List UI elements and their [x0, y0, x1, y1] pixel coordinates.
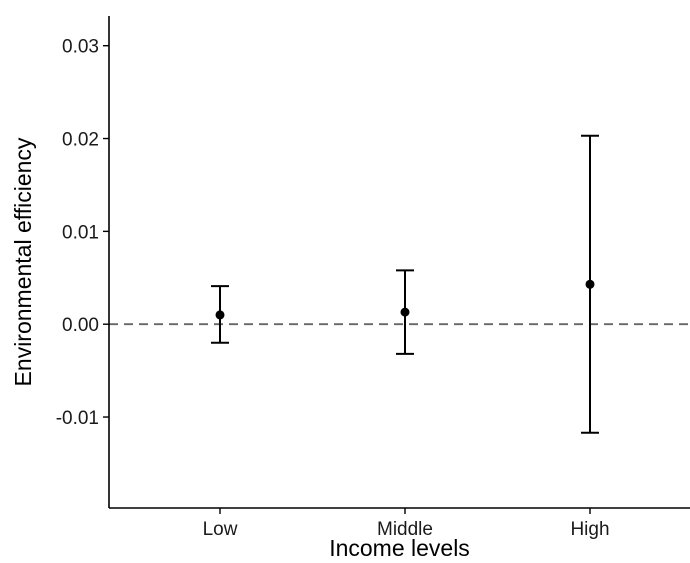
- y-axis-title: Environmental efficiency: [10, 137, 36, 386]
- data-point: [215, 310, 225, 320]
- x-tick-label: Low: [203, 519, 238, 540]
- y-tick-label: -0.01: [56, 408, 99, 429]
- data-point: [585, 279, 595, 289]
- x-tick-label: Middle: [377, 519, 433, 540]
- x-axis-title: Income levels: [329, 535, 470, 561]
- data-point: [400, 307, 410, 317]
- y-axis-ticks: -0.01 0.00 0.01 0.02 0.03: [56, 37, 109, 429]
- data-marks: [211, 134, 599, 434]
- y-tick-label: 0.01: [62, 222, 99, 243]
- x-tick-label: High: [570, 519, 609, 540]
- y-tick-label: 0.02: [62, 130, 99, 151]
- x-axis-ticks: Low Middle High: [203, 508, 610, 540]
- y-tick-label: 0.00: [62, 315, 99, 336]
- y-tick-label: 0.03: [62, 37, 99, 58]
